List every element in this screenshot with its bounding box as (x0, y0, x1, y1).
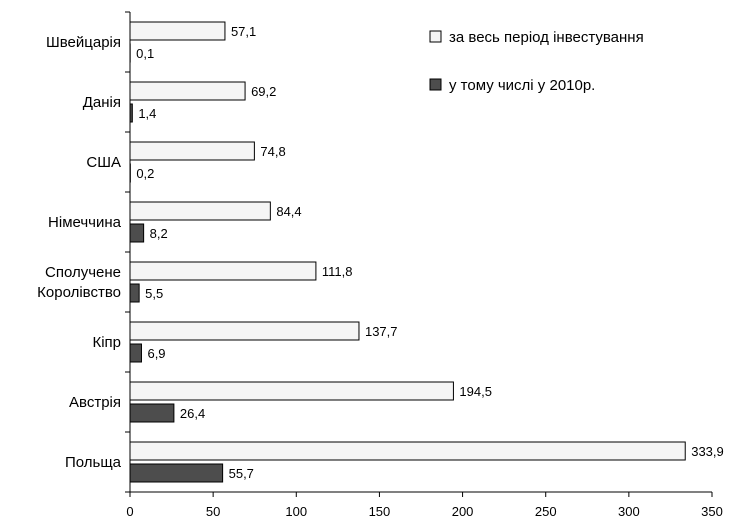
data-label: 333,9 (691, 444, 724, 459)
bar-total (129, 441, 686, 461)
data-label: 0,2 (136, 166, 154, 181)
data-label: 5,5 (145, 286, 163, 301)
axes: 0 50 100 150 200 250 300 350 (125, 11, 723, 519)
data-label: 57,1 (231, 24, 256, 39)
data-label: 0,1 (136, 46, 154, 61)
legend-label: за весь період інвестування (449, 29, 644, 46)
data-label: 26,4 (180, 406, 205, 421)
category-label: Кіпр (92, 334, 121, 351)
category-label: Польща (65, 454, 122, 471)
data-label: 8,2 (150, 226, 168, 241)
labels: Швейцарія 57,1 0,1 Данія 69,2 1,4 США 74,8 0,2 Ні… (37, 24, 724, 481)
category-label: Данія (83, 94, 121, 111)
bar-total (129, 201, 271, 221)
data-label: 84,4 (276, 204, 301, 219)
category-label: Австрія (69, 394, 121, 411)
x-tick-label: 100 (285, 504, 307, 519)
data-label: 69,2 (251, 84, 276, 99)
data-label: 194,5 (459, 384, 492, 399)
bar-2010 (129, 343, 142, 363)
x-tick-label: 200 (452, 504, 474, 519)
data-label: 1,4 (138, 106, 156, 121)
legend-label: у тому числі у 2010р. (449, 77, 595, 94)
x-tick-label: 300 (618, 504, 640, 519)
category-label: Королівство (37, 284, 121, 301)
bars (129, 21, 686, 483)
x-tick-label: 150 (369, 504, 391, 519)
data-label: 137,7 (365, 324, 398, 339)
bar-total (129, 381, 454, 401)
bar-2010 (129, 403, 175, 423)
bar-2010 (129, 223, 145, 243)
x-tick-label: 350 (701, 504, 723, 519)
bar-total (129, 81, 246, 101)
legend-swatch (429, 78, 442, 91)
category-label: Німеччина (48, 214, 122, 231)
legend: за весь період інвестування у тому числі … (429, 29, 644, 94)
data-label: 6,9 (147, 346, 165, 361)
data-label: 74,8 (260, 144, 285, 159)
data-label: 111,8 (322, 264, 353, 279)
bar-total (129, 261, 317, 281)
category-label: Швейцарія (46, 34, 121, 51)
legend-swatch (429, 30, 442, 43)
data-label: 55,7 (229, 466, 254, 481)
bar-2010 (129, 283, 140, 303)
category-label: США (86, 154, 121, 171)
bar-2010 (129, 103, 133, 123)
bar-total (129, 141, 255, 161)
x-tick-label: 0 (126, 504, 133, 519)
bar-2010 (129, 463, 224, 483)
bar-total (129, 21, 226, 41)
x-tick-label: 50 (206, 504, 220, 519)
bar-total (129, 321, 360, 341)
x-tick-label: 250 (535, 504, 557, 519)
category-label: Сполучене (45, 264, 121, 281)
